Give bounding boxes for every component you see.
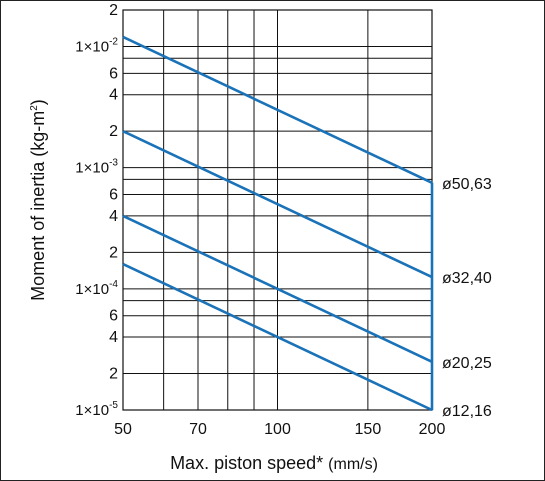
- x-tick-label: 150: [355, 421, 382, 438]
- y-tick-label: 2: [109, 366, 118, 383]
- y-tick-label: 2: [109, 123, 118, 140]
- y-tick-base: 2: [109, 244, 118, 261]
- x-tick-label: 100: [264, 421, 291, 438]
- y-tick-label: 2: [109, 244, 118, 261]
- y-tick-label: 4: [109, 208, 118, 225]
- y-tick-label: 4: [109, 87, 118, 104]
- y-tick-label: 1×10-3: [75, 158, 118, 177]
- x-tick-labels: 50 70 100 150 200: [114, 421, 445, 438]
- series-label-1: ø50,63: [442, 176, 492, 193]
- y-axis-label: Moment of inertia (kg-m2): [28, 99, 48, 301]
- y-tick-base: 2: [109, 366, 118, 383]
- y-tick-label: 6: [109, 308, 118, 325]
- x-axis-asterisk: *: [316, 453, 323, 473]
- y-tick-label: 1×10-2: [75, 36, 118, 55]
- y-tick-label: 6: [109, 187, 118, 204]
- y-tick-base: 1×10: [75, 160, 109, 177]
- x-gridlines: [122, 10, 433, 410]
- y-tick-base: 1×10: [75, 402, 109, 419]
- x-tick-label: 50: [114, 421, 132, 438]
- y-tick-base: 2: [109, 2, 118, 19]
- series-line-4: [122, 262, 433, 412]
- y-tick-exponent: -2: [109, 36, 118, 47]
- y-tick-base: 6: [109, 65, 118, 82]
- y-tick-exponent: -3: [109, 158, 118, 169]
- x-axis-unit: (mm/s): [328, 456, 378, 473]
- y-axis-label-main: Moment of inertia (kg-m: [28, 111, 48, 301]
- series-line-1: [122, 35, 433, 184]
- series-line-2: [122, 130, 433, 279]
- y-tick-label: 2: [109, 2, 118, 19]
- series-label-2: ø32,40: [442, 270, 492, 287]
- y-tick-label: 6: [109, 65, 118, 82]
- x-axis-label-text: Max. piston speed: [170, 453, 316, 473]
- y-tick-base: 6: [109, 308, 118, 325]
- x-axis-label: Max. piston speed* (mm/s): [170, 453, 378, 473]
- y-tick-base: 4: [109, 329, 118, 346]
- series-label-3: ø20,25: [442, 355, 492, 372]
- y-tick-label: 4: [109, 329, 118, 346]
- y-tick-base: 2: [109, 123, 118, 140]
- series-lines: [122, 35, 434, 412]
- y-axis-label-sup: 2: [29, 105, 40, 111]
- y-tick-base: 6: [109, 187, 118, 204]
- y-tick-exponent: -5: [109, 400, 118, 411]
- y-axis-label-close: ): [28, 99, 48, 105]
- y-tick-base: 4: [109, 208, 118, 225]
- y-tick-label: 1×10-5: [75, 400, 118, 419]
- y-tick-base: 1×10: [75, 281, 109, 298]
- y-tick-base: 1×10: [75, 38, 109, 55]
- series-label-4: ø12,16: [442, 403, 492, 420]
- y-tick-label: 1×10-4: [75, 279, 118, 298]
- y-tick-exponent: -4: [109, 279, 118, 290]
- series-line-3: [122, 214, 433, 363]
- x-tick-label: 70: [189, 421, 207, 438]
- y-tick-base: 4: [109, 87, 118, 104]
- series-labels: ø50,63 ø32,40 ø20,25 ø12,16: [442, 176, 492, 420]
- x-tick-label: 200: [419, 421, 446, 438]
